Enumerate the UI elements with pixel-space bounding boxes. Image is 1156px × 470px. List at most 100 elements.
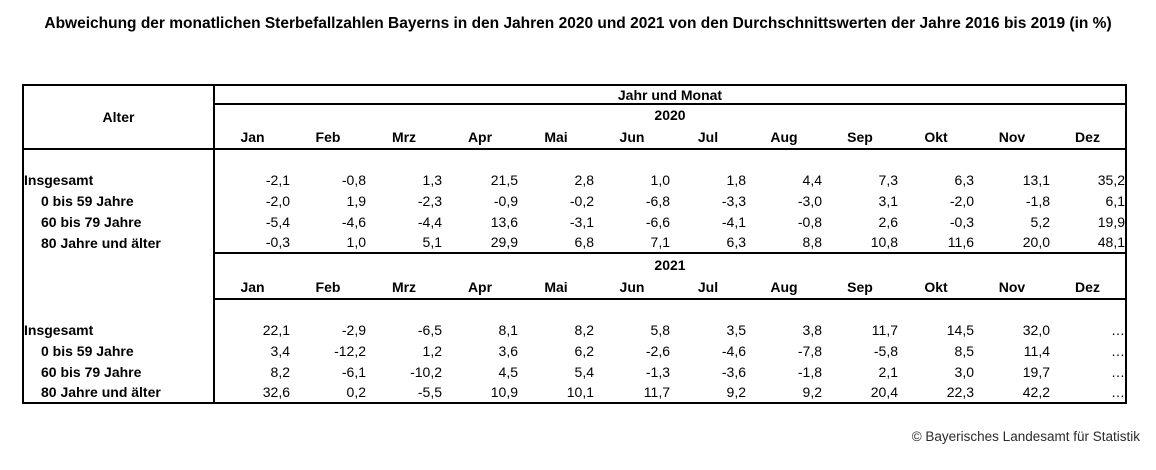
value-cell: 6,3 bbox=[670, 232, 746, 254]
value-cell: -3,0 bbox=[797, 192, 822, 209]
value-cell: -4,6 bbox=[341, 213, 366, 230]
value-cell: -2,6 bbox=[645, 342, 670, 359]
value-cell: … bbox=[1111, 321, 1125, 338]
value-cell: -1,3 bbox=[645, 363, 670, 380]
value-cell: -1,8 bbox=[797, 363, 822, 380]
value-cell: 1,9 bbox=[346, 192, 366, 209]
spacer-cell bbox=[23, 253, 215, 275]
table-row: 60 bis 79 Jahre -5,4 -4,6 -4,4 13,6 -3,1 -6,6 -… bbox=[23, 211, 1126, 232]
value-cell: 13,1 bbox=[1022, 171, 1050, 188]
value-cell: -0,2 bbox=[569, 192, 594, 209]
spacer-cell bbox=[366, 299, 442, 319]
table-row: 0 bis 59 Jahre 3,4 -12,2 1,2 3,6 6,2 -2,6 -4,6 -… bbox=[23, 340, 1126, 361]
spacer-cell bbox=[290, 149, 366, 169]
value-cell: 11,6 bbox=[898, 232, 974, 254]
value-cell: 3,0 bbox=[954, 363, 974, 380]
value-cell: 19,9 bbox=[1097, 213, 1125, 230]
value-cell: 32,6 bbox=[262, 384, 290, 400]
spacer-cell bbox=[214, 149, 290, 169]
month-header: Jul bbox=[670, 125, 746, 150]
value-cell: 3,6 bbox=[498, 342, 518, 359]
value-cell: 8,1 bbox=[498, 321, 518, 338]
value-cell: -0,9 bbox=[493, 192, 518, 209]
table-row: 2021 bbox=[23, 253, 1126, 275]
value-cell: 2,8 bbox=[574, 171, 594, 188]
value-cell: -0,8 bbox=[797, 213, 822, 230]
value-cell: -3,3 bbox=[721, 192, 746, 209]
month-header: Apr bbox=[442, 275, 518, 300]
spacer-cell bbox=[214, 299, 290, 319]
spacer-cell bbox=[594, 149, 670, 169]
deviation-table: Alter Jahr und Monat 2020 Jan Feb Mrz Apr Mai Ju… bbox=[22, 84, 1127, 404]
value-cell: 1,0 bbox=[290, 232, 366, 254]
spacer-cell bbox=[898, 299, 974, 319]
row-label: 0 bis 59 Jahre bbox=[23, 340, 215, 361]
spacer-cell bbox=[518, 149, 594, 169]
value-cell: -10,2 bbox=[410, 363, 442, 380]
month-header: Apr bbox=[442, 125, 518, 150]
value-cell: -2,0 bbox=[265, 192, 290, 209]
spacer-cell bbox=[366, 149, 442, 169]
row-label: 80 Jahre und älter bbox=[23, 232, 215, 253]
spacer-cell bbox=[442, 149, 518, 169]
value-cell: -4,4 bbox=[417, 213, 442, 230]
table-row: Alter Jahr und Monat bbox=[23, 85, 1126, 150]
table-row: 60 bis 79 Jahre 8,2 -6,1 -10,2 4,5 5,4 -1,3 -3,… bbox=[23, 361, 1126, 382]
row-label: 60 bis 79 Jahre bbox=[23, 361, 215, 382]
table-row: Insgesamt 22,1 -2,9 -6,5 8,1 8,2 5,8 3,5 3,8 11,7… bbox=[23, 319, 1126, 340]
value-cell: 9,2 bbox=[726, 384, 746, 400]
value-cell: 22,3 bbox=[946, 384, 974, 400]
row-label: 80 Jahre und älter bbox=[23, 382, 215, 403]
value-cell: -3,6 bbox=[721, 363, 746, 380]
value-cell: -0,3 bbox=[214, 232, 290, 254]
row-label: 60 bis 79 Jahre bbox=[23, 211, 215, 232]
month-header: Mrz bbox=[366, 125, 442, 150]
table-row: 80 Jahre und älter -0,3 1,0 5,1 29,9 6,8 7,1 6,… bbox=[23, 232, 1126, 254]
value-cell: -6,1 bbox=[341, 363, 366, 380]
value-cell: -7,8 bbox=[797, 342, 822, 359]
value-cell: -2,3 bbox=[417, 192, 442, 209]
value-cell: 42,2 bbox=[1022, 384, 1050, 400]
spacer-cell bbox=[594, 299, 670, 319]
month-header: Okt bbox=[898, 275, 974, 300]
value-cell: 10,1 bbox=[566, 384, 594, 400]
spacer-cell bbox=[670, 149, 746, 169]
month-header: Dez bbox=[1050, 275, 1126, 300]
value-cell: 8,5 bbox=[954, 342, 974, 359]
row-label: 0 bis 59 Jahre bbox=[23, 190, 215, 211]
value-cell: 11,4 bbox=[1023, 342, 1050, 359]
value-cell: 20,4 bbox=[870, 384, 898, 400]
month-header: Feb bbox=[290, 275, 366, 300]
value-cell: -4,6 bbox=[721, 342, 746, 359]
value-cell: 14,5 bbox=[946, 321, 974, 338]
value-cell: 0,2 bbox=[346, 384, 366, 400]
value-cell: 3,5 bbox=[726, 321, 746, 338]
spacer-cell bbox=[746, 299, 822, 319]
spacer-cell bbox=[518, 299, 594, 319]
spacer-cell bbox=[670, 299, 746, 319]
month-header: Nov bbox=[974, 275, 1050, 300]
value-cell: 6,1 bbox=[1105, 192, 1125, 209]
spacer-cell bbox=[1050, 149, 1126, 169]
year-header: 2021 bbox=[654, 256, 686, 273]
value-cell: 3,4 bbox=[270, 342, 290, 359]
jahr-und-monat-header: Jahr und Monat bbox=[214, 85, 1126, 105]
month-header: Okt bbox=[898, 125, 974, 150]
table-row: 2020 bbox=[23, 104, 1126, 125]
month-header: Jan bbox=[214, 275, 290, 300]
value-cell: -2,9 bbox=[341, 321, 366, 338]
value-cell: … bbox=[1111, 384, 1125, 400]
year-header: 2020 bbox=[654, 107, 686, 123]
value-cell: 1,8 bbox=[726, 171, 746, 188]
spacer-cell bbox=[898, 149, 974, 169]
value-cell: … bbox=[1111, 363, 1125, 380]
spacer-cell bbox=[23, 275, 215, 299]
value-cell: -5,8 bbox=[873, 342, 898, 359]
value-cell: 1,2 bbox=[422, 342, 442, 359]
month-header: Jul bbox=[670, 275, 746, 300]
value-cell: 3,1 bbox=[878, 192, 898, 209]
spacer-cell bbox=[974, 149, 1050, 169]
source-credit: © Bayerisches Landesamt für Statistik bbox=[911, 429, 1140, 444]
spacer-cell bbox=[822, 299, 898, 319]
value-cell: 5,1 bbox=[366, 232, 442, 254]
